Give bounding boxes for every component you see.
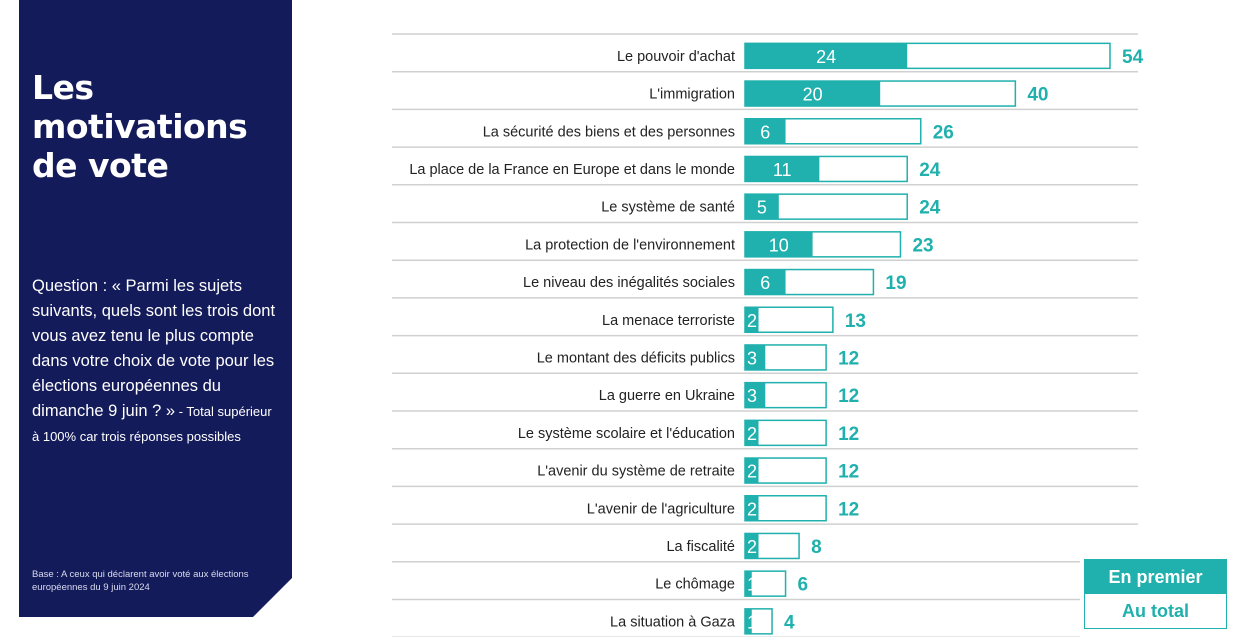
question: Question : « Parmi les sujets suivants, … xyxy=(32,277,276,420)
info-panel: Les motivations de vote Question : « Par… xyxy=(19,0,292,617)
value-label-total: 6 xyxy=(798,575,809,596)
value-label-first: 2 xyxy=(747,499,757,519)
bar-first xyxy=(745,458,759,484)
question-text: Question : « Parmi les sujets suivants, … xyxy=(32,274,277,449)
value-label-first: 1 xyxy=(747,575,757,595)
category-label: Le système de santé xyxy=(601,200,735,216)
category-label: Le chômage xyxy=(655,577,735,593)
value-label-total: 19 xyxy=(885,273,906,294)
category-label: Le montant des déficits publics xyxy=(537,350,735,366)
category-label: L'avenir de l'agriculture xyxy=(587,501,735,517)
bar-first xyxy=(745,269,786,295)
category-label: L'avenir du système de retraite xyxy=(537,464,735,480)
value-label-total: 4 xyxy=(784,612,795,633)
bar-first xyxy=(745,495,759,521)
question-note: - Total supérieur à 100% car trois répon… xyxy=(32,404,272,444)
bar-first xyxy=(745,81,881,107)
value-label-total: 12 xyxy=(838,348,859,369)
category-label: La sécurité des biens et des personnes xyxy=(483,124,735,140)
value-label-first: 2 xyxy=(747,537,757,557)
bar-first xyxy=(745,231,813,257)
panel-title: Les motivations de vote xyxy=(32,68,248,185)
value-label-first: 2 xyxy=(747,462,757,482)
category-label: La protection de l'environnement xyxy=(525,237,735,253)
value-label-total: 24 xyxy=(919,160,941,181)
value-label-first: 2 xyxy=(747,424,757,444)
value-label-first: 3 xyxy=(747,348,757,368)
bar-first xyxy=(745,307,759,333)
bar-first xyxy=(745,344,766,370)
value-label-total: 24 xyxy=(919,198,941,219)
bar-first xyxy=(745,156,820,182)
value-label-total: 12 xyxy=(838,424,859,445)
bar-first xyxy=(745,533,759,559)
category-label: L'immigration xyxy=(649,87,735,103)
legend-en-premier: En premier xyxy=(1085,560,1226,594)
value-label-total: 54 xyxy=(1122,47,1144,68)
value-label-total: 13 xyxy=(845,311,866,332)
base-note: Base : A ceux qui déclarent avoir voté a… xyxy=(32,569,249,593)
value-label-first: 1 xyxy=(747,612,757,632)
bar-total xyxy=(744,306,834,333)
value-label-total: 8 xyxy=(811,537,822,558)
value-label-first: 11 xyxy=(773,160,792,180)
value-label-first: 6 xyxy=(760,273,770,293)
value-label-first: 6 xyxy=(760,122,770,142)
value-label-total: 40 xyxy=(1027,85,1048,106)
value-label-total: 12 xyxy=(838,462,859,483)
bar-first xyxy=(745,43,908,69)
category-label: La menace terroriste xyxy=(602,313,735,329)
value-label-first: 5 xyxy=(757,198,767,218)
bar-first xyxy=(745,118,786,144)
legend-au-total: Au total xyxy=(1085,594,1226,628)
bar-first xyxy=(745,194,779,220)
category-label: La situation à Gaza xyxy=(610,614,736,630)
value-label-first: 10 xyxy=(769,235,789,255)
value-label-first: 3 xyxy=(747,386,757,406)
category-label: La place de la France en Europe et dans … xyxy=(409,162,735,178)
category-label: Le système scolaire et l'éducation xyxy=(518,426,735,442)
bar-first xyxy=(745,420,759,446)
value-label-total: 12 xyxy=(838,499,859,520)
value-label-first: 20 xyxy=(803,85,823,105)
value-label-total: 12 xyxy=(838,386,859,407)
value-label-first: 2 xyxy=(747,311,757,331)
value-label-total: 26 xyxy=(933,122,954,143)
category-label: La fiscalité xyxy=(666,539,735,555)
bar-first xyxy=(745,571,752,597)
value-label-first: 24 xyxy=(816,47,836,67)
category-label: La guerre en Ukraine xyxy=(599,388,735,404)
value-label-total: 23 xyxy=(912,235,933,256)
bar-first xyxy=(745,608,752,634)
category-label: Le pouvoir d'achat xyxy=(617,49,735,65)
bar-first xyxy=(745,382,766,408)
category-label: Le niveau des inégalités sociales xyxy=(523,275,735,291)
legend: En premier Au total xyxy=(1084,559,1227,629)
